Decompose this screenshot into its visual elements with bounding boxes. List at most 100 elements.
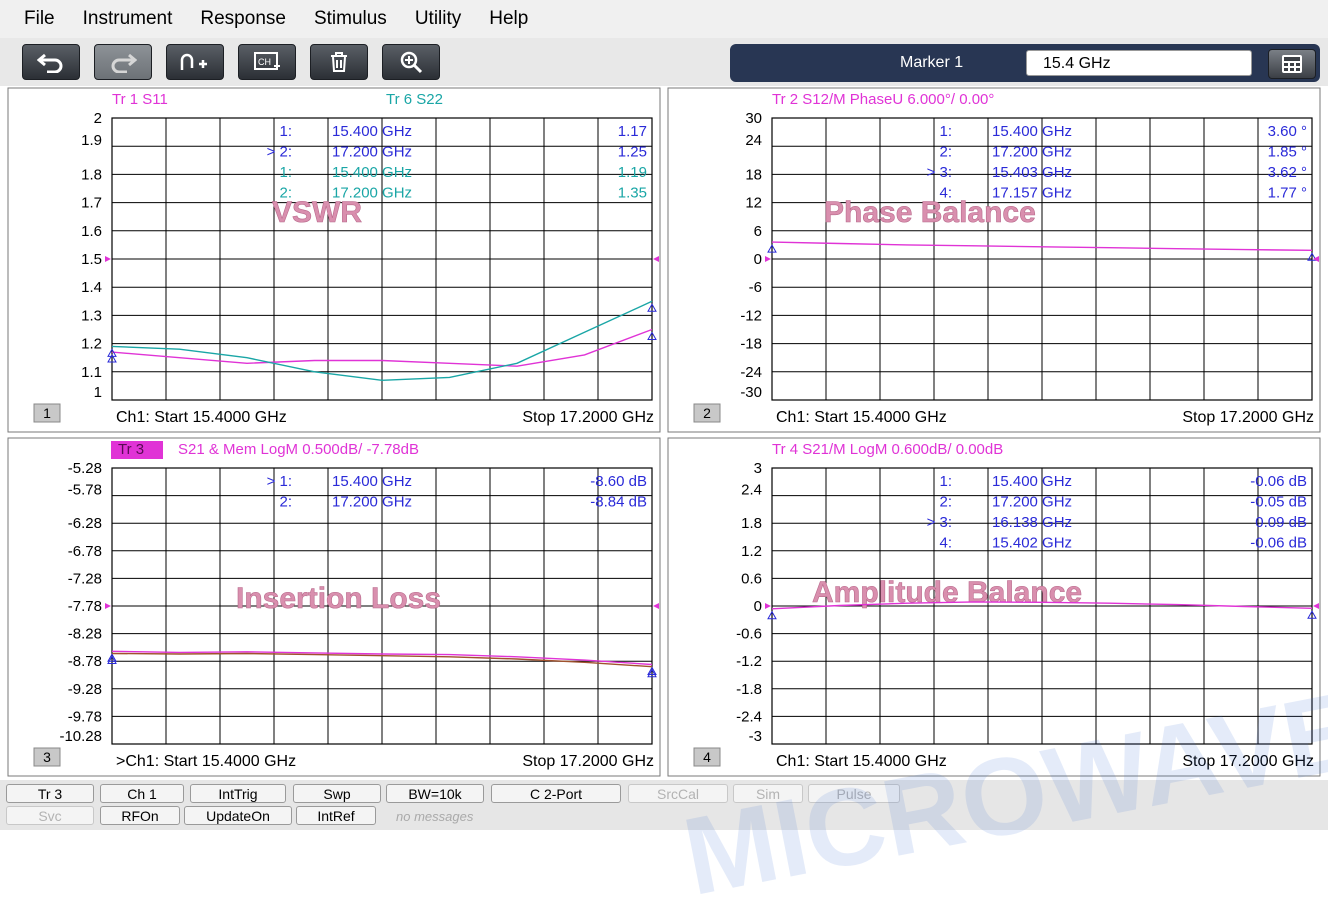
marker-index: > 3: — [927, 514, 952, 531]
trace-line-1 — [111, 650, 653, 666]
menu-bar: File Instrument Response Stimulus Utilit… — [0, 0, 1328, 38]
add-marker-button[interactable] — [166, 44, 224, 80]
chart-panel-3[interactable]: -5.28 -5.78 -6.28 -6.78 -7.28 -7.78 -8.28 -8.78… — [7, 437, 661, 777]
marker-triangle — [107, 653, 117, 662]
chart-panel-4[interactable]: 3 2.4 1.8 1.2 0.6 0 -0.6 -1.2 -1.8 -2.4 -3 Tr 4 S21… — [667, 437, 1321, 777]
marker-frequency: 17.200 GHz — [992, 144, 1072, 161]
sweep-stop-label: Stop 17.2000 GHz — [522, 409, 654, 426]
y-tick-label: 2.4 — [741, 482, 762, 499]
sweep-start-label: Ch1: Start 15.4000 GHz — [116, 409, 287, 426]
status-srccal-button[interactable]: SrcCal — [628, 784, 728, 803]
y-tick-label: 1.2 — [81, 336, 102, 353]
trace-title[interactable]: S21 & Mem LogM 0.500dB/ -7.78dB — [178, 441, 419, 458]
marker-triangle — [107, 354, 117, 363]
marker-value: 3.60 ° — [1268, 123, 1307, 140]
y-tick-label: -8.28 — [68, 626, 102, 643]
trace-title[interactable]: Tr 2 S12/M PhaseU 6.000°/ 0.00° — [772, 91, 994, 108]
marker-row: 2: 17.200 GHz 1.85 ° — [939, 144, 1307, 161]
y-tick-label: 0 — [754, 598, 762, 615]
status-inttrig-button[interactable]: IntTrig — [190, 784, 286, 803]
marker-triangle — [107, 655, 117, 664]
y-tick-label: -5.78 — [68, 482, 102, 499]
calculator-button[interactable] — [1268, 49, 1316, 79]
marker-index: 2: — [939, 494, 952, 511]
channel-number: 2 — [703, 405, 711, 421]
marker-label: Marker 1 — [900, 54, 964, 71]
marker-value: 0.09 dB — [1255, 514, 1307, 531]
menu-instrument[interactable]: Instrument — [82, 8, 173, 29]
y-tick-label: 30 — [745, 110, 762, 127]
status-messages: no messages — [396, 809, 474, 824]
y-tick-label: 1.3 — [81, 307, 102, 324]
marker-triangle — [647, 666, 657, 676]
menu-help[interactable]: Help — [489, 8, 529, 29]
status-swp-button[interactable]: Swp — [293, 784, 381, 803]
y-tick-label: 6 — [754, 223, 762, 240]
menu-stimulus[interactable]: Stimulus — [313, 8, 387, 29]
marker-row: 4: 17.157 GHz 1.77 ° — [939, 185, 1307, 202]
y-tick-label: -6 — [749, 279, 762, 296]
y-tick-label: -6.28 — [68, 515, 102, 532]
y-tick-label: -3 — [749, 728, 762, 745]
marker-value-input[interactable]: 15.4 GHz — [1026, 50, 1252, 76]
y-tick-label: 1.2 — [741, 543, 762, 560]
zoom-button[interactable] — [382, 44, 440, 80]
y-tick-label: 18 — [745, 166, 762, 183]
trace-title[interactable]: Tr 1 S11 — [112, 91, 168, 108]
undo-button[interactable] — [22, 44, 80, 80]
status-rfon-button[interactable]: RFOn — [100, 806, 180, 825]
marker-triangle — [767, 244, 777, 253]
status-c-2-port-button[interactable]: C 2-Port — [491, 784, 621, 803]
status-tr-3-button[interactable]: Tr 3 — [6, 784, 94, 803]
plot-border — [111, 117, 653, 401]
y-tick-label: 1.5 — [81, 251, 102, 268]
status-ch-1-button[interactable]: Ch 1 — [100, 784, 184, 803]
y-tick-label: -8.78 — [68, 653, 102, 670]
trace-title[interactable]: Tr 4 S21/M LogM 0.600dB/ 0.00dB — [772, 441, 1003, 458]
menu-response[interactable]: Response — [200, 8, 286, 29]
marker-row: > 3: 16.138 GHz 0.09 dB — [927, 514, 1307, 531]
marker-row: 2: 17.200 GHz 1.35 — [279, 185, 647, 202]
status-intref-button[interactable]: IntRef — [296, 806, 376, 825]
y-tick-label: -7.28 — [68, 570, 102, 587]
marker-triangle — [647, 303, 657, 312]
marker-frequency: 17.200 GHz — [992, 494, 1072, 511]
trace-line-1 — [771, 241, 1313, 251]
status-bw-10k-button[interactable]: BW=10k — [386, 784, 484, 803]
add-channel-button[interactable]: CH — [238, 44, 296, 80]
menu-utility[interactable]: Utility — [414, 8, 462, 29]
charts-area: 2 1.9 1.8 1.7 1.6 1.5 1.4 1.3 1.2 1.1 1 Tr 1 S11 Tr … — [7, 87, 1321, 777]
marker-frequency: 15.400 GHz — [992, 123, 1072, 140]
status-updateon-button[interactable]: UpdateOn — [184, 806, 292, 825]
marker-row: 1: 15.400 GHz 3.60 ° — [939, 123, 1307, 140]
menu-file[interactable]: File — [24, 8, 55, 29]
channel-number: 3 — [43, 749, 51, 765]
marker-index: > 2: — [267, 144, 292, 161]
marker-index: > 1: — [267, 473, 292, 490]
chart-panel-2[interactable]: 30 24 18 12 6 0 -6 -12 -18 -24 -30 Tr 2 S12/M Phase… — [667, 87, 1321, 433]
sweep-start-label: Ch1: Start 15.4000 GHz — [776, 753, 947, 770]
svg-text:CH: CH — [258, 57, 271, 67]
chart-annotation: Insertion Loss — [236, 582, 441, 615]
plot-border — [771, 467, 1313, 745]
marker-index: 1: — [939, 123, 952, 140]
y-tick-label: -5.28 — [68, 460, 102, 477]
trace-title-2[interactable]: Tr 6 S22 — [386, 91, 443, 108]
marker-frequency: 15.403 GHz — [992, 164, 1072, 181]
marker-frequency: 15.400 GHz — [332, 164, 412, 181]
delete-button[interactable] — [310, 44, 368, 80]
marker-value: -0.06 dB — [1250, 535, 1307, 552]
status-pulse-button[interactable]: Pulse — [808, 784, 900, 803]
marker-index: 4: — [939, 535, 952, 552]
add-marker-icon — [180, 53, 207, 70]
chart-panel-1[interactable]: 2 1.9 1.8 1.7 1.6 1.5 1.4 1.3 1.2 1.1 1 Tr 1 S11 Tr … — [7, 87, 661, 433]
y-tick-label: -10.28 — [59, 728, 102, 745]
status-sim-button[interactable]: Sim — [733, 784, 803, 803]
marker-frequency: 15.402 GHz — [992, 535, 1072, 552]
add-channel-icon: CH — [254, 52, 280, 70]
redo-button[interactable] — [94, 44, 152, 80]
y-tick-label: 1.8 — [81, 166, 102, 183]
status-svc-button[interactable]: Svc — [6, 806, 94, 825]
marker-value: -8.84 dB — [590, 494, 647, 511]
trace-title-active[interactable]: Tr 3 — [118, 441, 144, 458]
